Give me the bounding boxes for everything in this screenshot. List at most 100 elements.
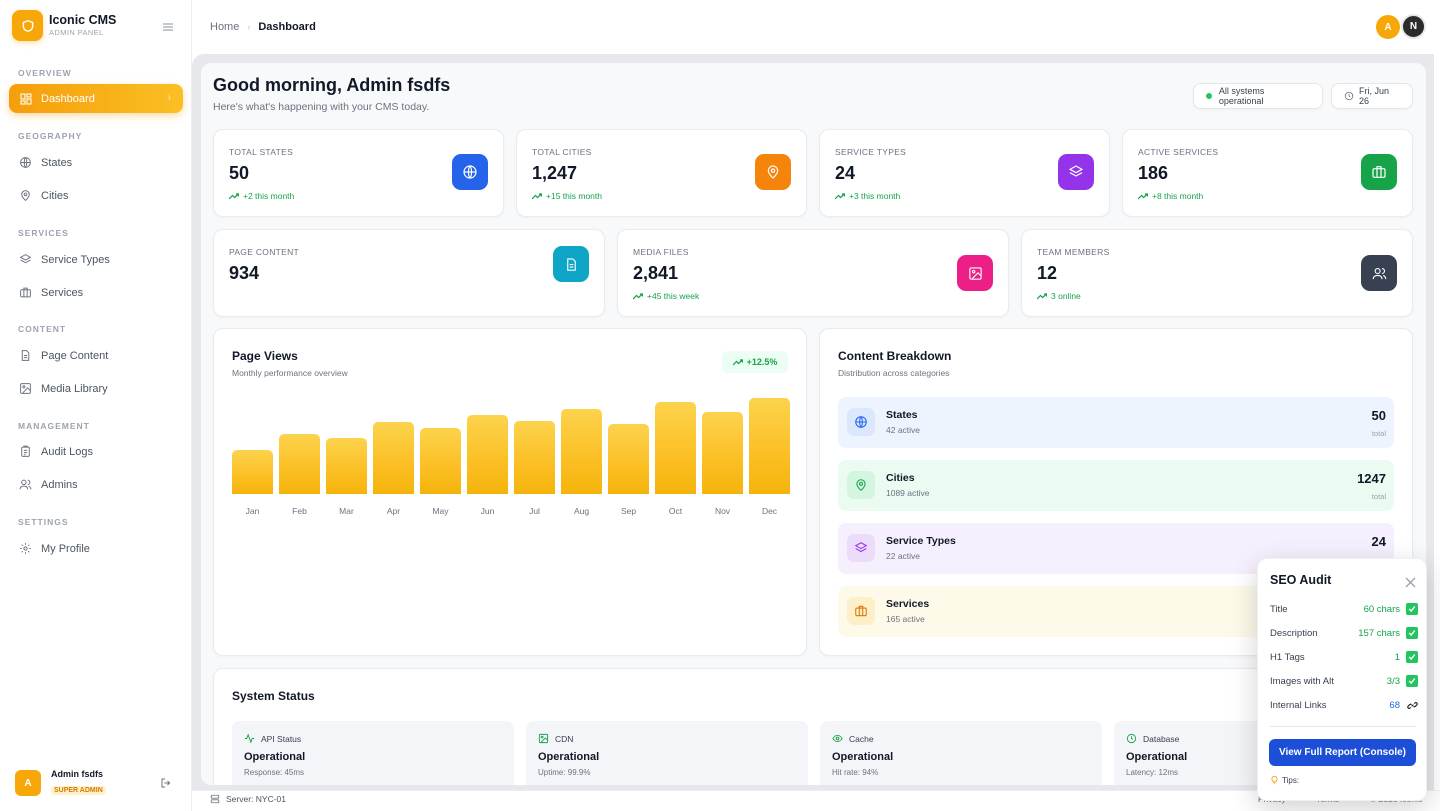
chart-bar[interactable] xyxy=(467,415,508,494)
sidebar-item-service-types[interactable]: Service Types xyxy=(9,245,183,274)
sidebar-item-label: Audit Logs xyxy=(41,445,93,458)
system-meta: Hit rate: 94% xyxy=(832,768,879,777)
breakdown-name: Services xyxy=(886,598,930,610)
stat-card-total-states[interactable]: TOTAL STATES 50 +2 this month xyxy=(213,129,504,217)
seo-row-title: Title 60 chars xyxy=(1270,602,1418,618)
chart-x-label: Mar xyxy=(339,506,354,516)
system-status: Operational xyxy=(832,751,894,763)
sidebar-item-my-profile[interactable]: My Profile xyxy=(9,534,183,563)
trend-up-icon xyxy=(835,192,845,199)
stat-card-service-types[interactable]: SERVICE TYPES 24 +3 this month xyxy=(819,129,1110,217)
sidebar-item-dashboard[interactable]: Dashboard › xyxy=(9,84,183,113)
chart-bar[interactable] xyxy=(655,402,696,494)
stat-label: ACTIVE SERVICES xyxy=(1138,147,1219,157)
seo-tips: Tips: xyxy=(1270,775,1299,785)
seo-row-h1-tags: H1 Tags 1 xyxy=(1270,650,1418,666)
stat-card-page-content[interactable]: PAGE CONTENT 934 xyxy=(213,229,605,317)
clipboard-icon xyxy=(19,445,32,458)
breakdown-value: 24 xyxy=(1371,534,1386,549)
page-title: Good morning, Admin fsdfs xyxy=(213,75,451,95)
nav-section-settings: SETTINGS xyxy=(18,517,69,527)
system-status-pill: All systems operational xyxy=(1193,83,1323,109)
current-user[interactable]: A Admin fsdfs SUPER ADMIN xyxy=(15,768,185,798)
system-name: CDN xyxy=(555,733,574,744)
logout-icon[interactable] xyxy=(160,776,172,788)
chart-bar[interactable] xyxy=(608,424,649,494)
stat-card-media-files[interactable]: MEDIA FILES 2,841 +45 this week xyxy=(617,229,1009,317)
sidebar: Iconic CMS ADMIN PANEL OVERVIEW Dashboar… xyxy=(0,0,192,811)
stat-card-team-members[interactable]: TEAM MEMBERS 12 3 online xyxy=(1021,229,1413,317)
breakdown-row-cities[interactable]: Cities 1089 active 1247 total xyxy=(838,460,1394,511)
system-status-text: All systems operational xyxy=(1218,86,1265,106)
breadcrumb: Home › Dashboard xyxy=(210,21,316,33)
system-name: Cache xyxy=(849,733,874,744)
chart-x-label: Sep xyxy=(620,506,637,516)
briefcase-icon xyxy=(847,597,875,625)
check-icon xyxy=(1406,627,1418,639)
brand[interactable]: Iconic CMS ADMIN PANEL xyxy=(12,10,116,41)
stat-trend: +3 this month xyxy=(835,191,900,201)
status-dot xyxy=(1206,93,1212,99)
chart-x-label: Aug xyxy=(573,506,590,516)
sidebar-item-media-library[interactable]: Media Library xyxy=(9,374,183,403)
view-full-report-button[interactable]: View Full Report (Console) xyxy=(1269,739,1416,766)
layers-icon xyxy=(1058,154,1094,190)
breakdown-active: 22 active xyxy=(886,551,921,561)
chart-bar[interactable] xyxy=(702,412,743,494)
menu-icon[interactable] xyxy=(162,20,174,32)
user-avatar[interactable]: A xyxy=(1376,15,1400,39)
sidebar-item-label: Cities xyxy=(41,189,69,202)
image-icon xyxy=(19,382,32,395)
stat-value: 12 xyxy=(1037,263,1058,283)
sidebar-item-states[interactable]: States xyxy=(9,148,183,177)
panel-subtitle: Monthly performance overview xyxy=(232,368,348,378)
chart-x-label: May xyxy=(432,506,449,516)
breakdown-active: 1089 active xyxy=(886,488,930,498)
breakdown-row-states[interactable]: States 42 active 50 total xyxy=(838,397,1394,448)
panel-title: Content Breakdown xyxy=(838,349,952,363)
users-icon xyxy=(1361,255,1397,291)
sidebar-item-page-content[interactable]: Page Content xyxy=(9,341,183,370)
breakdown-active: 165 active xyxy=(886,614,925,624)
secondary-avatar[interactable]: N xyxy=(1401,14,1426,39)
chart-bar[interactable] xyxy=(279,434,320,494)
nav-section-content: CONTENT xyxy=(18,324,67,334)
chart-bar[interactable] xyxy=(561,409,602,494)
stat-card-active-services[interactable]: ACTIVE SERVICES 186 +8 this month xyxy=(1122,129,1413,217)
seo-row-internal-links: Internal Links 68 xyxy=(1270,698,1418,714)
panel-title: System Status xyxy=(232,689,315,703)
sidebar-item-label: States xyxy=(41,156,73,169)
chart-bar[interactable] xyxy=(749,398,790,494)
chart-bar[interactable] xyxy=(420,428,461,494)
stat-value: 2,841 xyxy=(633,263,679,283)
close-icon[interactable] xyxy=(1405,575,1416,588)
globe-icon xyxy=(452,154,488,190)
stat-value: 1,247 xyxy=(532,163,578,183)
breakdown-value: 1247 xyxy=(1357,471,1386,486)
sidebar-item-admins[interactable]: Admins xyxy=(9,470,183,499)
seo-audit-popup: SEO Audit Title 60 chars Description 157… xyxy=(1257,558,1427,801)
image-icon xyxy=(957,255,993,291)
map-pin-icon xyxy=(847,471,875,499)
sidebar-item-services[interactable]: Services xyxy=(9,278,183,307)
stat-value: 24 xyxy=(835,163,856,183)
chart-bar[interactable] xyxy=(326,438,367,494)
sidebar-item-audit-logs[interactable]: Audit Logs xyxy=(9,437,183,466)
stat-card-total-cities[interactable]: TOTAL CITIES 1,247 +15 this month xyxy=(516,129,807,217)
avatar: A xyxy=(15,770,41,796)
clock-icon xyxy=(1126,733,1137,744)
breakdown-total-label: total xyxy=(1371,492,1386,501)
trend-up-icon xyxy=(1138,192,1148,199)
chart-bar[interactable] xyxy=(373,422,414,494)
sidebar-item-cities[interactable]: Cities xyxy=(9,181,183,210)
chart-bar[interactable] xyxy=(514,421,555,494)
date-pill: Fri, Jun 26 xyxy=(1331,83,1413,109)
layers-icon xyxy=(19,253,32,266)
system-status: Operational xyxy=(1126,751,1188,763)
stat-label: TOTAL CITIES xyxy=(532,147,592,157)
gear-icon xyxy=(19,542,32,555)
chart-bar[interactable] xyxy=(232,450,273,494)
breadcrumb-home[interactable]: Home xyxy=(210,21,240,33)
breakdown-active: 42 active xyxy=(886,425,921,435)
server-icon xyxy=(210,794,220,804)
